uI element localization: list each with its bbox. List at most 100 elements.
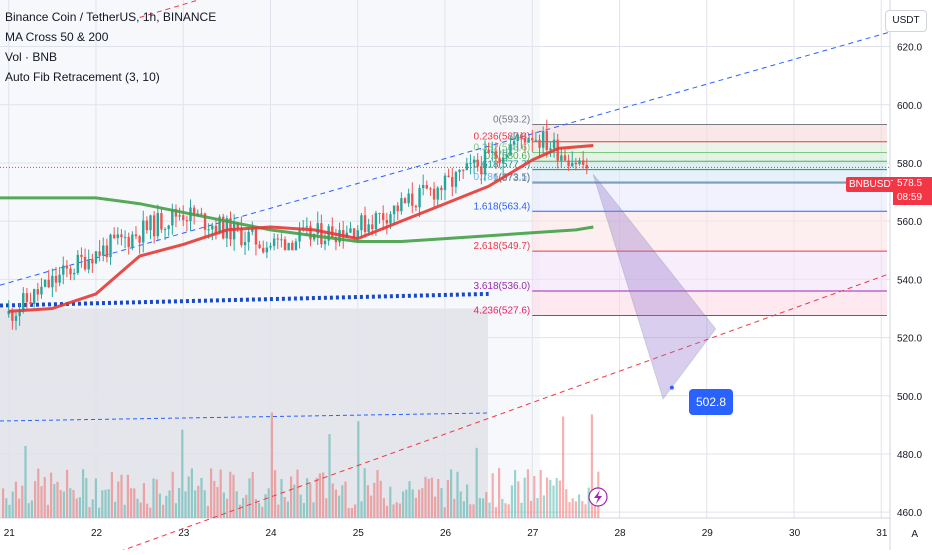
candle-body: [200, 213, 203, 215]
currency-button[interactable]: USDT: [885, 10, 927, 32]
candle-body: [112, 234, 116, 239]
volume-bar: [181, 429, 184, 518]
candle-body: [25, 293, 29, 303]
legend-volume[interactable]: Vol · BNB: [5, 50, 58, 64]
volume-bar: [373, 482, 376, 518]
volume-bar: [2, 488, 5, 518]
volume-bar: [405, 489, 408, 518]
candle-body: [443, 175, 447, 191]
callout-anchor: [669, 385, 674, 390]
projection-callout[interactable]: 502.8: [689, 389, 733, 415]
price-tick-label: 500.0: [897, 392, 922, 403]
volume-bar: [536, 498, 539, 518]
price-tick-label: 580.0: [897, 159, 922, 170]
candle-body: [560, 155, 563, 161]
volume-bar: [94, 478, 97, 518]
candle-body: [43, 279, 47, 287]
volume-bar: [581, 500, 584, 518]
volume-bar: [424, 476, 427, 518]
volume-bar: [139, 502, 142, 518]
ticker-price-label: BNBUSDT: [846, 177, 900, 192]
volume-bar: [494, 507, 497, 518]
candle-body: [425, 185, 429, 189]
volume-bar: [43, 477, 46, 518]
candle-body: [465, 163, 469, 171]
volume-bar: [290, 476, 293, 518]
candle-body: [440, 187, 443, 191]
price-tick-label: 600.0: [897, 101, 922, 112]
volume-bar: [126, 474, 129, 518]
volume-bar: [190, 468, 193, 518]
fib-band: [532, 169, 887, 182]
volume-bar: [590, 414, 593, 518]
candle-body: [105, 245, 109, 258]
candle-body: [207, 229, 210, 231]
volume-bar: [402, 491, 405, 518]
candle-body: [356, 230, 359, 239]
volume-bar: [203, 490, 206, 518]
volume-bar: [562, 416, 565, 518]
candle-body: [83, 256, 87, 270]
volume-bar: [149, 507, 152, 518]
volume-bar: [152, 478, 155, 518]
legend-ma-cross[interactable]: MA Cross 50 & 200: [5, 30, 109, 44]
candle-body: [272, 238, 276, 246]
fib-band: [532, 183, 887, 212]
candle-body: [251, 228, 254, 232]
volume-bar: [510, 485, 513, 518]
volume-bar: [229, 471, 232, 518]
volume-bar: [379, 480, 382, 518]
time-tick-label: 24: [265, 528, 277, 539]
time-tick-label: 21: [4, 528, 16, 539]
candle-body: [40, 286, 43, 295]
candle-body: [127, 236, 130, 247]
volume-bar: [174, 503, 177, 518]
candle-body: [62, 265, 65, 275]
volume-bar: [440, 488, 443, 518]
time-tick-label: 31: [876, 528, 888, 539]
volume-bar: [24, 445, 27, 518]
volume-bar: [258, 502, 261, 518]
volume-bar: [142, 483, 145, 518]
volume-bar: [421, 488, 424, 518]
candle-body: [247, 231, 250, 243]
volume-bar: [446, 479, 449, 518]
candle-body: [487, 149, 490, 153]
legend-symbol[interactable]: Binance Coin / TetherUS, 1h, BINANCE: [5, 10, 217, 24]
volume-bar: [338, 495, 341, 518]
candle-body: [360, 215, 363, 231]
candle-body: [269, 245, 272, 248]
volume-bar: [392, 504, 395, 518]
volume-bar: [222, 492, 225, 518]
candle-body: [432, 188, 436, 200]
volume-bar: [114, 501, 117, 518]
candle-body: [429, 188, 432, 190]
candle-body: [461, 169, 465, 171]
fib-band: [532, 141, 887, 153]
candle-body: [520, 134, 523, 139]
candle-body: [578, 160, 581, 165]
candle-body: [192, 207, 196, 216]
legend-fib[interactable]: Auto Fib Retracement (3, 10): [5, 70, 160, 84]
candle-body: [531, 138, 534, 141]
candle-body: [87, 259, 90, 270]
volume-bar: [315, 477, 318, 518]
volume-bar: [88, 507, 91, 518]
volume-bar: [517, 481, 520, 518]
volume-bar: [66, 469, 69, 518]
candle-body: [142, 220, 145, 243]
candle-body: [483, 149, 487, 175]
candle-body: [367, 224, 370, 233]
volume-bar: [312, 502, 315, 518]
volume-bar: [171, 471, 174, 518]
volume-bar: [306, 478, 309, 518]
auto-scale-button[interactable]: A: [911, 529, 918, 540]
candle-body: [400, 198, 403, 212]
candle-body: [545, 131, 548, 151]
candle-body: [349, 228, 352, 233]
volume-bar: [520, 502, 523, 518]
volume-bar: [37, 468, 40, 518]
volume-bar: [242, 497, 245, 518]
